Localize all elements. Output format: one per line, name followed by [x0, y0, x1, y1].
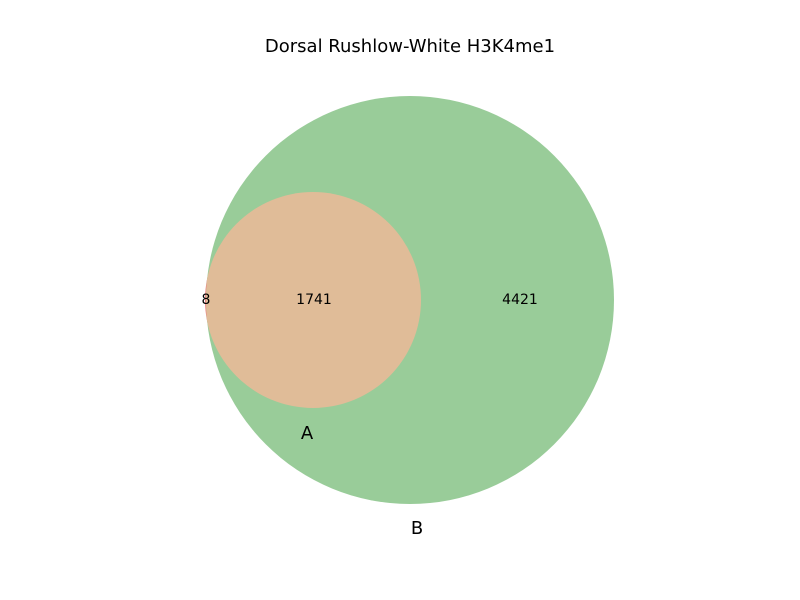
set-b-label: B — [411, 518, 423, 539]
intersection-region — [206, 192, 421, 408]
set-a-label: A — [301, 423, 314, 444]
region-b-only-count: 4421 — [502, 292, 538, 308]
diagram-title: Dorsal Rushlow-White H3K4me1 — [265, 36, 555, 57]
region-a-and-b-count: 1741 — [296, 292, 332, 308]
region-a-only-count: 8 — [202, 292, 211, 308]
